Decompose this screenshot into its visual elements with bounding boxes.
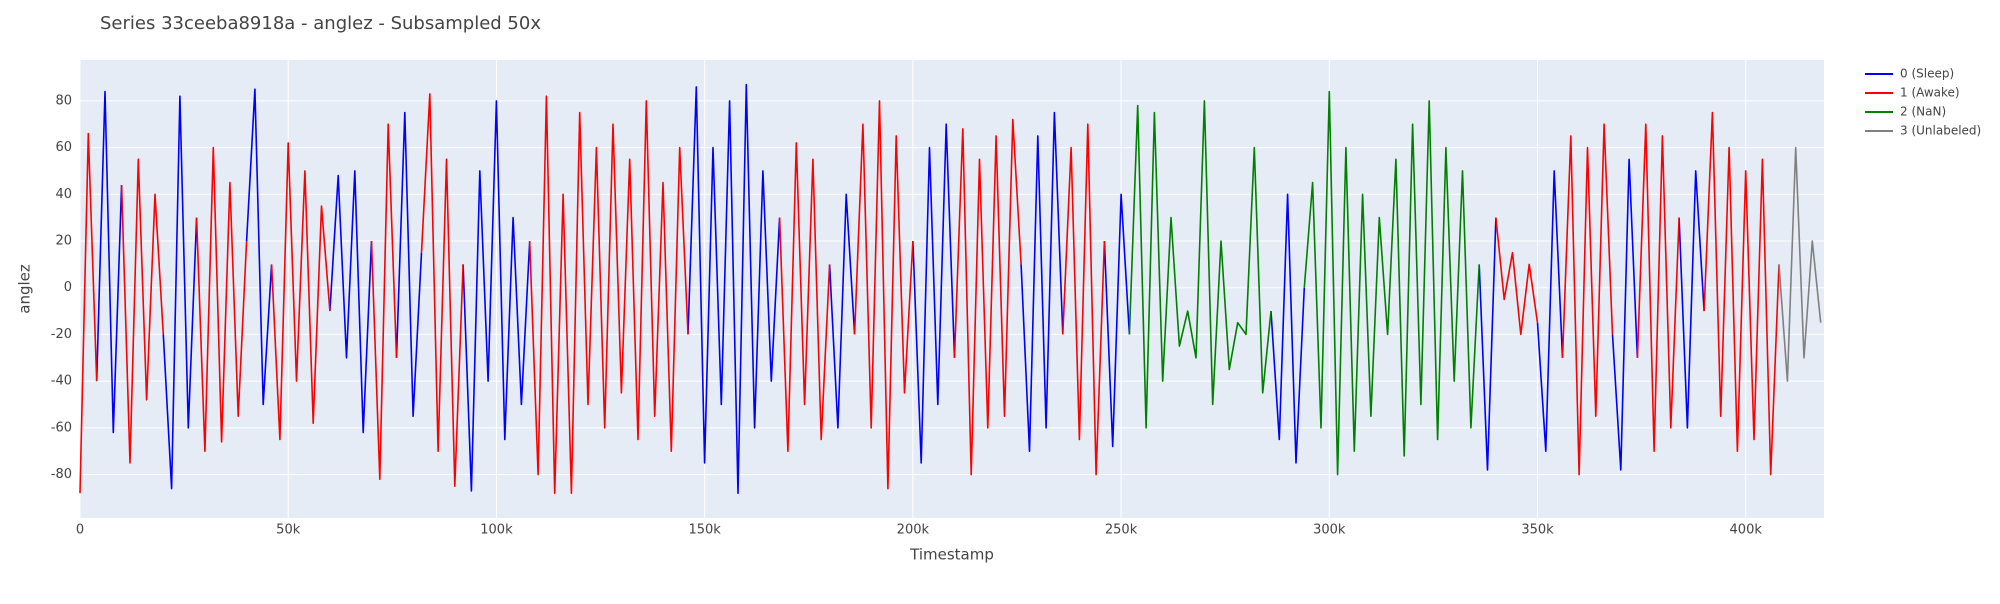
x-tick-label: 400k [1730, 523, 1763, 538]
y-tick-label: -20 [51, 327, 72, 342]
y-tick-label: 0 [64, 280, 72, 295]
y-tick-label: -40 [51, 374, 72, 389]
y-tick-label: 40 [55, 187, 72, 202]
y-tick-label: -60 [51, 420, 72, 435]
chart-title: Series 33ceeba8918a - anglez - Subsample… [100, 13, 541, 34]
y-tick-label: 20 [55, 234, 72, 249]
legend-label: 1 (Awake) [1900, 86, 1960, 100]
y-tick-label: 80 [55, 93, 72, 108]
series-line [1128, 90, 1480, 476]
legend-label: 2 (NaN) [1900, 105, 1946, 119]
x-tick-label: 300k [1313, 523, 1346, 538]
series-line [1778, 146, 1822, 382]
x-tick-label: 250k [1105, 523, 1138, 538]
x-tick-label: 50k [276, 523, 301, 538]
legend-label: 3 (Unlabeled) [1900, 124, 1981, 138]
x-tick-label: 150k [688, 523, 721, 538]
series-line [79, 93, 1780, 494]
x-tick-label: 0 [76, 523, 84, 538]
x-tick-label: 350k [1521, 523, 1554, 538]
y-tick-label: -80 [51, 467, 72, 482]
x-axis-label: Timestamp [909, 546, 994, 564]
series-line [95, 83, 1705, 494]
y-axis-label: anglez [16, 264, 34, 314]
y-tick-label: 60 [55, 140, 72, 155]
legend-label: 0 (Sleep) [1900, 67, 1954, 81]
x-tick-label: 100k [480, 523, 513, 538]
x-tick-label: 200k [897, 523, 930, 538]
